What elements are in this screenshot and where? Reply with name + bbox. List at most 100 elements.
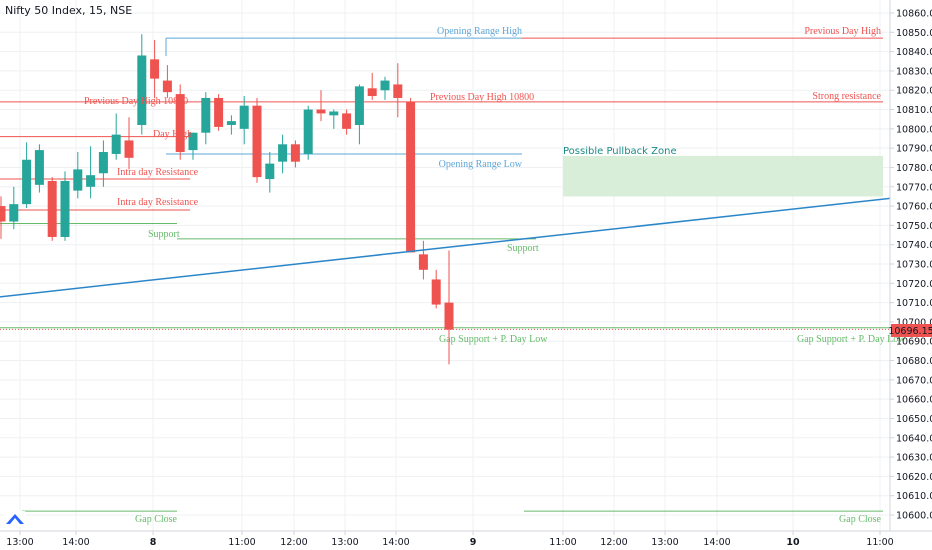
y-axis: 10600.00 10610.00 10620.00 10630.00 10640.00… xyxy=(890,9,932,522)
candle-body xyxy=(431,279,441,305)
candle[interactable] xyxy=(354,84,364,145)
candle[interactable] xyxy=(406,97,416,253)
candle[interactable] xyxy=(239,96,249,145)
candle[interactable] xyxy=(226,115,236,135)
candle-body xyxy=(86,175,96,187)
candle-body xyxy=(278,144,288,162)
candles xyxy=(0,34,454,365)
candle[interactable] xyxy=(393,63,403,118)
candle[interactable] xyxy=(278,134,288,174)
candle-body xyxy=(111,134,121,154)
y-tick-label: 10760.00 xyxy=(896,202,932,213)
candle[interactable] xyxy=(47,177,57,241)
y-tick-label: 10610.00 xyxy=(896,491,932,502)
x-tick-label: 11:00 xyxy=(549,537,576,548)
candle-body xyxy=(137,55,147,125)
candle-body xyxy=(290,144,300,162)
candle[interactable] xyxy=(34,144,44,193)
candle[interactable] xyxy=(98,140,108,187)
intra-day-resistance-label-1: Intra day Resistance xyxy=(117,167,199,178)
candle-body xyxy=(252,105,262,178)
tradingview-logo-icon[interactable] xyxy=(4,511,26,527)
gap-support-label-right: Gap Support + P. Day Low xyxy=(797,334,906,345)
candle[interactable] xyxy=(303,105,313,160)
candle[interactable] xyxy=(367,72,377,100)
y-tick-label: 10650.00 xyxy=(896,414,932,425)
candle[interactable] xyxy=(150,40,160,98)
candle[interactable] xyxy=(316,90,326,122)
previous-day-high-10800-label-right: Previous Day High 10800 xyxy=(430,92,534,103)
opening-range-low-label: Opening Range Low xyxy=(439,159,523,170)
previous-day-high-label: Previous Day High xyxy=(804,26,881,37)
candle[interactable] xyxy=(418,240,428,280)
candle[interactable] xyxy=(265,152,275,193)
candle[interactable] xyxy=(9,186,19,230)
candle[interactable] xyxy=(444,250,454,365)
candle-body xyxy=(201,97,211,133)
possible-pullback-zone-label: Possible Pullback Zone xyxy=(563,146,677,157)
y-tick-label: 10750.00 xyxy=(896,221,932,232)
annotations: Opening Range High Previous Day High Previ… xyxy=(84,26,906,525)
candle[interactable] xyxy=(290,140,300,168)
candle[interactable] xyxy=(201,92,211,145)
y-tick-label: 10820.00 xyxy=(896,86,932,97)
candle[interactable] xyxy=(86,146,96,199)
candle-body xyxy=(60,180,70,237)
y-tick-label: 10840.00 xyxy=(896,47,932,58)
trend-line xyxy=(0,197,891,298)
gap-close-label-left: Gap Close xyxy=(135,514,178,525)
candle-body xyxy=(444,302,454,330)
candle[interactable] xyxy=(137,34,147,135)
candle[interactable] xyxy=(0,196,6,239)
last-price-tag: 10696.15 xyxy=(888,324,932,337)
x-tick-label: 9 xyxy=(470,537,477,548)
candle-body xyxy=(124,140,134,158)
y-tick-label: 10630.00 xyxy=(896,453,932,464)
strong-resistance-label: Strong resistance xyxy=(812,91,881,102)
candle[interactable] xyxy=(175,84,185,160)
candle[interactable] xyxy=(124,117,134,170)
candle[interactable] xyxy=(162,65,172,98)
candle-body xyxy=(329,111,339,116)
candle[interactable] xyxy=(342,109,352,135)
trendline xyxy=(0,197,891,298)
x-tick-label: 12:00 xyxy=(600,537,627,548)
last-price-label: 10696.15 xyxy=(888,326,932,337)
pullback-zone xyxy=(563,155,883,197)
y-tick-label: 10700.00 xyxy=(896,317,932,328)
candle[interactable] xyxy=(111,113,121,160)
x-tick-label: 8 xyxy=(150,537,157,548)
y-tick-label: 10600.00 xyxy=(896,511,932,522)
candle[interactable] xyxy=(60,171,70,241)
candle[interactable] xyxy=(252,97,262,183)
candle-body xyxy=(98,152,108,174)
x-tick-label: 13:00 xyxy=(331,537,358,548)
grid xyxy=(0,0,890,531)
candle-body xyxy=(214,97,224,127)
pullback-zone-rect xyxy=(563,155,883,197)
day-high-label: Day High xyxy=(153,129,192,140)
candle-body xyxy=(342,113,352,129)
y-tick-label: 10860.00 xyxy=(896,9,932,20)
candle[interactable] xyxy=(329,109,339,129)
candle-body xyxy=(303,109,313,154)
candle[interactable] xyxy=(431,269,441,309)
candle-body xyxy=(150,59,160,79)
support-label-right: Support xyxy=(507,243,539,254)
y-tick-label: 10690.00 xyxy=(896,337,932,348)
y-tick-label: 10640.00 xyxy=(896,433,932,444)
previous-day-high-10800-label-left: Previous Day High 10800 xyxy=(84,96,188,107)
y-tick-label: 10670.00 xyxy=(896,375,932,386)
x-tick-label: 10 xyxy=(786,537,800,548)
candle[interactable] xyxy=(380,76,390,100)
intra-day-resistance-label-2: Intra day Resistance xyxy=(117,197,199,208)
x-tick-label: 14:00 xyxy=(703,537,730,548)
candle[interactable] xyxy=(73,152,83,199)
y-tick-label: 10680.00 xyxy=(896,356,932,367)
candle[interactable] xyxy=(214,94,224,131)
candle-body xyxy=(367,88,377,97)
candle[interactable] xyxy=(22,142,32,209)
candle[interactable] xyxy=(188,132,198,160)
